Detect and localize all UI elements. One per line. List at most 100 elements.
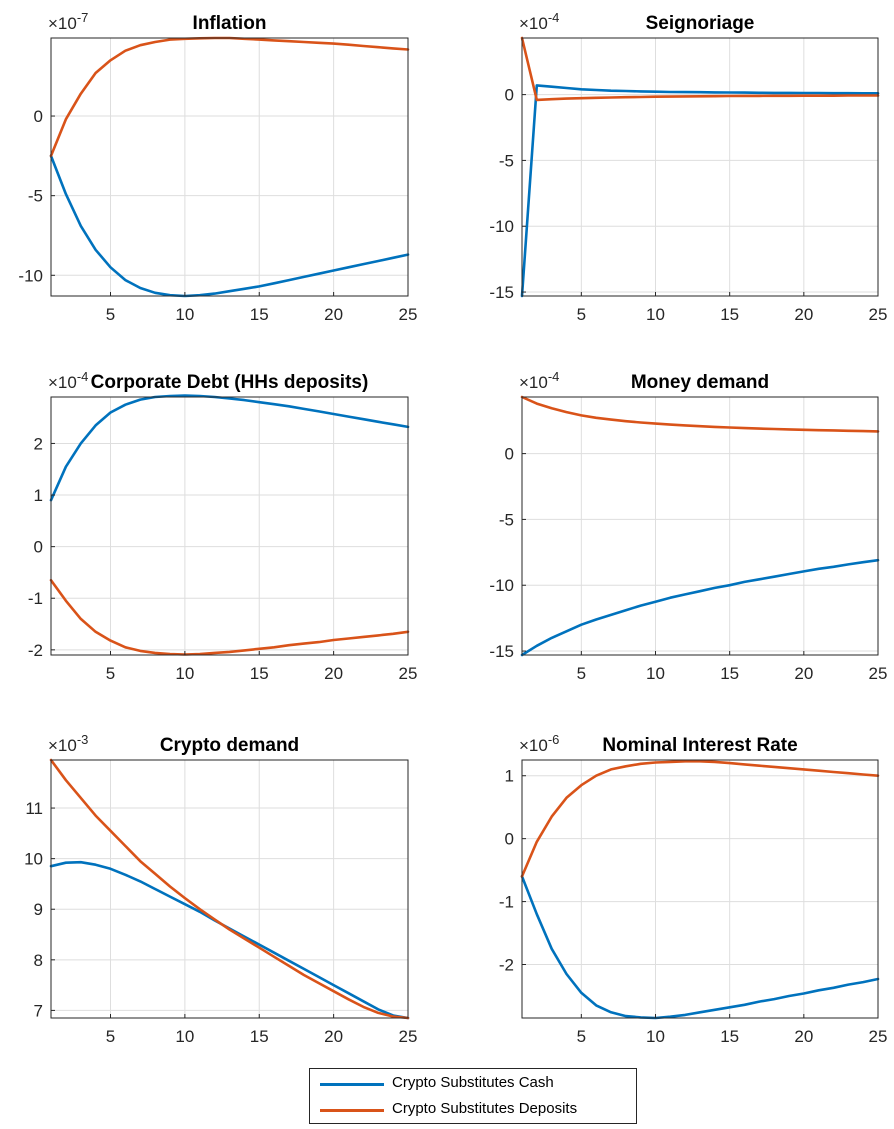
x-tick-label: 5	[577, 664, 586, 683]
chart-title: Corporate Debt (HHs deposits)	[91, 372, 369, 393]
legend-item-cash: Crypto Substitutes Cash	[310, 1071, 636, 1096]
x-tick-label: 25	[869, 664, 888, 683]
x-tick-label: 25	[869, 305, 888, 324]
plot-area	[51, 38, 408, 296]
y-tick-label: 10	[24, 850, 43, 869]
x-tick-label: 10	[175, 664, 194, 683]
series-line-cash	[49, 394, 410, 502]
plot-area	[51, 760, 408, 1018]
legend-label-deposits: Crypto Substitutes Deposits	[392, 1100, 578, 1117]
x-tick-label: 5	[577, 305, 586, 324]
subplot-1: 5 10 15 20 25 -10 -5 0 ×10-7 Inflation	[18, 10, 417, 324]
axis-multiplier-exponent: -6	[548, 732, 560, 747]
legend-line-cash	[320, 1083, 384, 1086]
x-tick-label: 15	[250, 1027, 269, 1046]
legend-item-deposits: Crypto Substitutes Deposits	[310, 1097, 636, 1122]
x-tick-label: 15	[720, 305, 739, 324]
y-tick-label: -5	[499, 151, 514, 170]
x-tick-label: 20	[324, 305, 343, 324]
chart-title: Crypto demand	[160, 735, 299, 756]
y-tick-label: -10	[489, 217, 514, 236]
y-tick-label: -2	[499, 956, 514, 975]
series-line-deposits	[520, 759, 880, 878]
y-tick-label: -1	[499, 893, 514, 912]
y-tick-label: -15	[489, 642, 514, 661]
x-tick-label: 15	[720, 1027, 739, 1046]
series-line-deposits	[520, 395, 880, 433]
chart-title: Nominal Interest Rate	[602, 735, 797, 756]
subplot-2: 5 10 15 20 25 -15 -10 -5 0 ×10-4 Seignoriage	[489, 10, 887, 324]
y-tick-label: -10	[489, 576, 514, 595]
x-tick-label: 15	[250, 305, 269, 324]
series-line-deposits	[49, 758, 410, 1020]
y-tick-label: 2	[34, 434, 43, 453]
y-tick-label: -2	[28, 641, 43, 660]
series-line-deposits	[520, 36, 880, 102]
series-line-cash	[49, 154, 410, 298]
x-tick-label: 25	[399, 305, 418, 324]
axis-multiplier-exponent: -4	[77, 369, 89, 384]
y-tick-label: 9	[34, 900, 43, 919]
axis-multiplier-exponent: -4	[548, 10, 560, 25]
x-tick-label: 20	[324, 1027, 343, 1046]
axes-box	[50, 37, 409, 297]
axis-multiplier: ×10-4	[48, 369, 88, 392]
y-tick-label: -5	[28, 187, 43, 206]
y-tick-label: -1	[28, 589, 43, 608]
x-tick-label: 5	[577, 1027, 586, 1046]
axes-box	[50, 759, 409, 1019]
axis-multiplier: ×10-4	[519, 369, 559, 392]
plot-area	[522, 38, 878, 296]
x-tick-label: 5	[106, 1027, 115, 1046]
subplot-3: 5 10 15 20 25 -2 -1 0 1 2 ×10-4 Corporate Debt (HHs…	[28, 369, 418, 683]
axis-multiplier-exponent: -3	[77, 732, 89, 747]
series-line-cash	[520, 558, 880, 657]
plot-area	[51, 397, 408, 655]
x-tick-label: 10	[175, 1027, 194, 1046]
x-tick-label: 5	[106, 305, 115, 324]
x-tick-label: 20	[324, 664, 343, 683]
y-tick-label: 11	[25, 799, 43, 818]
subplot-6: 5 10 15 20 25 -2 -1 0 1 ×10-6 Nominal Interest Rat…	[499, 732, 888, 1046]
axes-box	[521, 396, 879, 656]
x-tick-label: 25	[399, 664, 418, 683]
axes-box	[521, 759, 879, 1019]
series-line-cash	[520, 875, 880, 1020]
y-tick-label: -10	[18, 266, 43, 285]
x-tick-label: 15	[250, 664, 269, 683]
y-tick-label: 0	[505, 445, 514, 464]
x-tick-label: 10	[175, 305, 194, 324]
x-tick-label: 20	[794, 1027, 813, 1046]
y-tick-label: -15	[489, 283, 514, 302]
axis-multiplier: ×10-3	[48, 732, 88, 755]
y-tick-label: -5	[499, 510, 514, 529]
y-tick-label: 7	[34, 1001, 43, 1020]
chart-title: Inflation	[193, 13, 267, 34]
chart-title: Seignoriage	[646, 13, 755, 34]
axis-multiplier-exponent: -4	[548, 369, 560, 384]
y-tick-label: 0	[505, 830, 514, 849]
plot-area	[522, 397, 878, 655]
y-tick-label: 0	[34, 107, 43, 126]
series-line-cash	[520, 84, 880, 298]
x-tick-label: 15	[720, 664, 739, 683]
axis-multiplier: ×10-6	[519, 732, 559, 755]
y-tick-label: 8	[34, 951, 43, 970]
legend: Crypto Substitutes Cash Crypto Substitut…	[309, 1068, 637, 1124]
axes-box	[521, 37, 879, 297]
plot-area	[522, 760, 878, 1018]
x-tick-label: 5	[106, 664, 115, 683]
x-tick-label: 10	[646, 305, 665, 324]
x-tick-label: 20	[794, 305, 813, 324]
y-tick-label: 1	[505, 767, 514, 786]
legend-line-deposits	[320, 1109, 384, 1112]
y-tick-label: 1	[34, 486, 43, 505]
axis-multiplier: ×10-4	[519, 10, 559, 33]
subplot-4: 5 10 15 20 25 -15 -10 -5 0 ×10-4 Money demand	[489, 369, 887, 683]
x-tick-label: 10	[646, 664, 665, 683]
chart-title: Money demand	[631, 372, 769, 393]
x-tick-label: 20	[794, 664, 813, 683]
x-tick-label: 10	[646, 1027, 665, 1046]
axis-multiplier: ×10-7	[48, 10, 88, 33]
